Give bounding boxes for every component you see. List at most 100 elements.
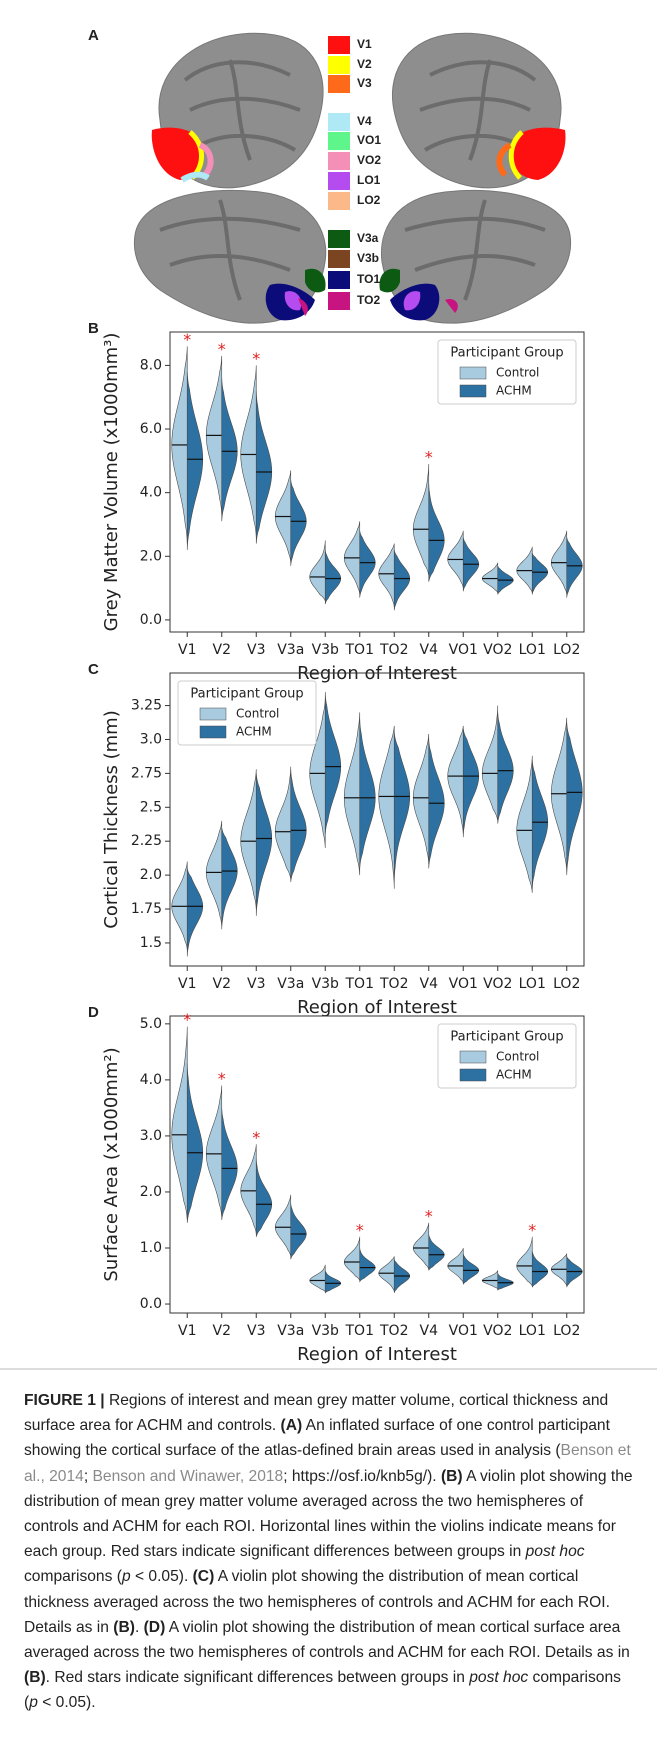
roi-patch (305, 268, 326, 293)
sulci (183, 59, 301, 161)
x-tick-label: V3b (312, 642, 339, 658)
x-tick-label: TO1 (345, 1323, 374, 1339)
figure: A V1 V2 V3 V4 VO1 VO2 LO1 LO2 V3a V3b TO1 TO2 B 0.0 2.0… (0, 27, 657, 1370)
caption-text: ; https://osf.io/knb5g/). (283, 1467, 441, 1485)
legend-swatch (459, 1068, 487, 1082)
violin-half (481, 705, 499, 821)
x-tick-label: V3a (277, 976, 304, 992)
violin-half (255, 390, 273, 544)
atlas-label: V1 (357, 37, 372, 51)
caption-text: Benson and Winawer, 2018 (92, 1467, 284, 1485)
y-tick-label: 1.0 (140, 1240, 162, 1256)
figure-caption: FIGURE 1 | Regions of interest and mean … (24, 1388, 636, 1716)
legend-title: Participant Group (190, 687, 303, 702)
violin-half (378, 1256, 395, 1292)
atlas-label: V4 (357, 114, 372, 128)
violin-half (393, 549, 411, 611)
x-tick-label: VO2 (483, 642, 512, 658)
caption-text: ; (83, 1467, 93, 1485)
violin-half (290, 769, 307, 882)
violin-half (462, 728, 480, 838)
atlas-swatch (328, 56, 350, 74)
caption-text: (D) (143, 1618, 166, 1636)
violin-half (343, 712, 361, 876)
x-tick-label: TO2 (379, 642, 408, 658)
caption-text: comparisons ( (24, 1568, 122, 1586)
x-tick-label: VO1 (449, 976, 478, 992)
caption-text: . (134, 1618, 144, 1636)
atlas-label: V2 (357, 57, 372, 71)
violin-half (359, 530, 376, 598)
y-tick-label: 5.0 (140, 1016, 162, 1032)
significance-star: * (425, 448, 433, 467)
caption-text: An inflated surface of one control parti… (24, 1417, 610, 1460)
caption-text: (B) (113, 1618, 135, 1636)
caption-text: A violin plot showing the distribution o… (24, 1618, 630, 1662)
x-tick-label: V4 (420, 1323, 439, 1339)
x-tick-label: TO1 (345, 642, 374, 658)
caption-text: Regions of interest and mean grey matter… (24, 1392, 609, 1435)
violin-half (171, 861, 188, 950)
atlas-label: V3 (357, 76, 372, 90)
violin-half (497, 712, 514, 824)
y-tick-label: 2.0 (140, 1184, 162, 1200)
y-tick-label: 3.25 (131, 698, 162, 714)
violin-half (186, 868, 204, 957)
roi-patch (403, 291, 421, 311)
atlas-swatch (328, 152, 350, 170)
x-tick-label: V4 (420, 976, 439, 992)
roi-patch (445, 299, 458, 313)
legend-title: Participant Group (450, 346, 563, 361)
x-tick-label: V2 (213, 1323, 231, 1339)
significance-star: * (218, 339, 226, 358)
violin-half (324, 691, 342, 835)
violin-half (221, 1107, 238, 1221)
y-tick-label: 3.0 (140, 1128, 162, 1144)
violin-half (274, 1194, 292, 1257)
significance-star: * (183, 1010, 191, 1029)
x-tick-label: TO2 (379, 976, 408, 992)
roi-patch (151, 127, 204, 180)
sulci (159, 199, 301, 301)
caption-text: . Red stars indicate significant differe… (45, 1669, 470, 1687)
caption-text: (C) (192, 1568, 215, 1586)
significance-star: * (218, 1069, 226, 1088)
significance-star: * (356, 1220, 364, 1239)
x-axis-label: Region of Interest (297, 1344, 457, 1365)
y-tick-label: 1.75 (131, 901, 162, 917)
caption-text: post hoc (469, 1669, 529, 1687)
y-tick-label: 8.0 (140, 357, 162, 373)
roi-patch (298, 298, 308, 316)
legend-swatch (199, 707, 227, 721)
significance-star: * (425, 1206, 433, 1225)
violin-half (186, 371, 204, 550)
x-tick-label: V4 (420, 642, 439, 658)
violin-half (393, 732, 411, 882)
x-tick-label: VO2 (483, 1323, 512, 1339)
caption-text: post hoc (525, 1543, 585, 1561)
violin-half (274, 766, 292, 880)
violin-half (566, 537, 583, 598)
y-tick-label: 3.0 (140, 731, 162, 747)
caption-text: (B) (24, 1669, 46, 1687)
caption-text: p (121, 1568, 131, 1586)
atlas-swatch (328, 192, 350, 210)
significance-star: * (528, 1220, 536, 1239)
violin-half (309, 540, 326, 601)
legend-swatch (459, 366, 487, 380)
x-tick-label: V3a (277, 642, 304, 658)
y-tick-label: 2.0 (140, 548, 162, 564)
violin-half (428, 1233, 445, 1271)
caption-text: Benson et al., 2014 (24, 1442, 631, 1485)
panel-label: D (88, 1004, 99, 1021)
y-tick-label: 4.0 (140, 1072, 162, 1088)
atlas-label: VO2 (357, 153, 381, 167)
legend-label: Control (496, 366, 539, 380)
violin-half (412, 464, 430, 576)
roi-patch (284, 291, 302, 311)
x-tick-label: LO1 (519, 642, 546, 658)
y-tick-label: 6.0 (140, 421, 162, 437)
atlas-swatch (328, 172, 350, 190)
violin-half (359, 719, 376, 869)
violin-half (412, 1222, 430, 1270)
